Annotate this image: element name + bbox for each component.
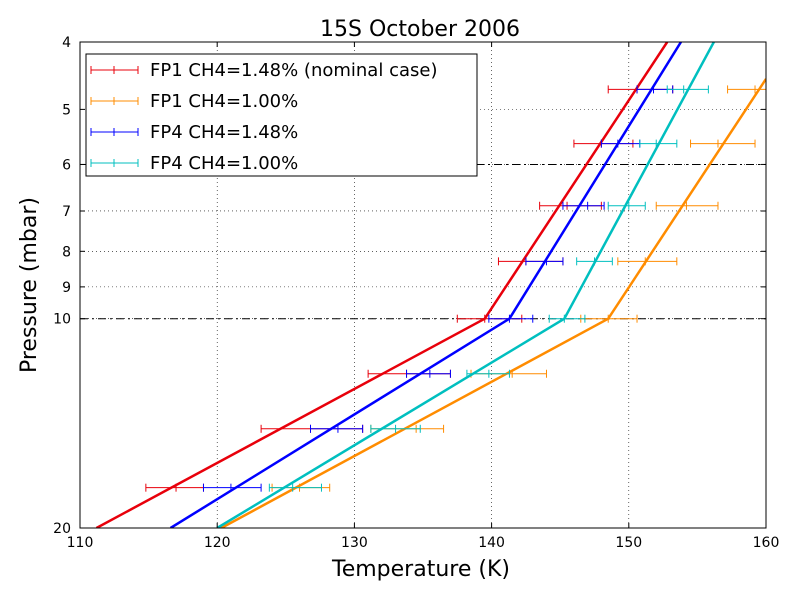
y-tick-label: 5 (62, 102, 71, 118)
y-axis-label: Pressure (mbar) (17, 197, 42, 373)
series-line (169, 42, 682, 528)
plot-frame (79, 41, 767, 529)
y-tick-label: 9 (62, 280, 71, 296)
series-line (216, 42, 715, 528)
legend-item: FP1 CH4=1.48% (nominal case) (90, 60, 437, 81)
errorbar (406, 369, 451, 378)
legend-label: FP1 CH4=1.00% (150, 91, 298, 112)
legend-label: FP4 CH4=1.00% (150, 153, 298, 174)
x-tick-label: 150 (615, 535, 642, 551)
series-4 (216, 42, 715, 528)
errorbar (309, 424, 364, 433)
y-tick-label: 10 (53, 312, 71, 328)
x-axis-label: Temperature (K) (331, 557, 510, 582)
x-tick-label: 160 (753, 535, 780, 551)
y-tick-label: 6 (62, 157, 71, 173)
series-line (95, 42, 669, 528)
errorbar (370, 424, 421, 433)
y-tick-label: 20 (53, 521, 71, 537)
x-tick-label: 140 (478, 535, 505, 551)
legend-label: FP4 CH4=1.48% (150, 122, 298, 143)
axis-ticks: 110 120 130 140 150 160 4 5 6 7 8 9 10 20 (53, 35, 779, 551)
legend-item: FP4 CH4=1.48% (90, 122, 298, 143)
y-tick-label: 4 (62, 35, 71, 51)
legend-box (85, 53, 478, 177)
legend-item: FP4 CH4=1.00% (90, 153, 298, 174)
x-tick-label: 130 (341, 535, 368, 551)
errorbar (562, 201, 605, 210)
series-line (220, 78, 766, 528)
legend: FP1 CH4=1.48% (nominal case) FP1 CH4=1.00… (85, 53, 478, 177)
y-tick-label: 8 (62, 244, 71, 260)
x-tick-label: 110 (67, 535, 94, 551)
reference-lines (80, 163, 766, 320)
chart-title: 15S October 2006 (320, 17, 520, 42)
x-tick-label: 120 (204, 535, 231, 551)
legend-label: FP1 CH4=1.48% (nominal case) (150, 60, 437, 81)
series-layer (95, 42, 766, 528)
errorbar (655, 201, 719, 210)
y-tick-label: 7 (62, 204, 71, 220)
errorbar (268, 483, 322, 492)
legend-item: FP1 CH4=1.00% (90, 91, 298, 112)
